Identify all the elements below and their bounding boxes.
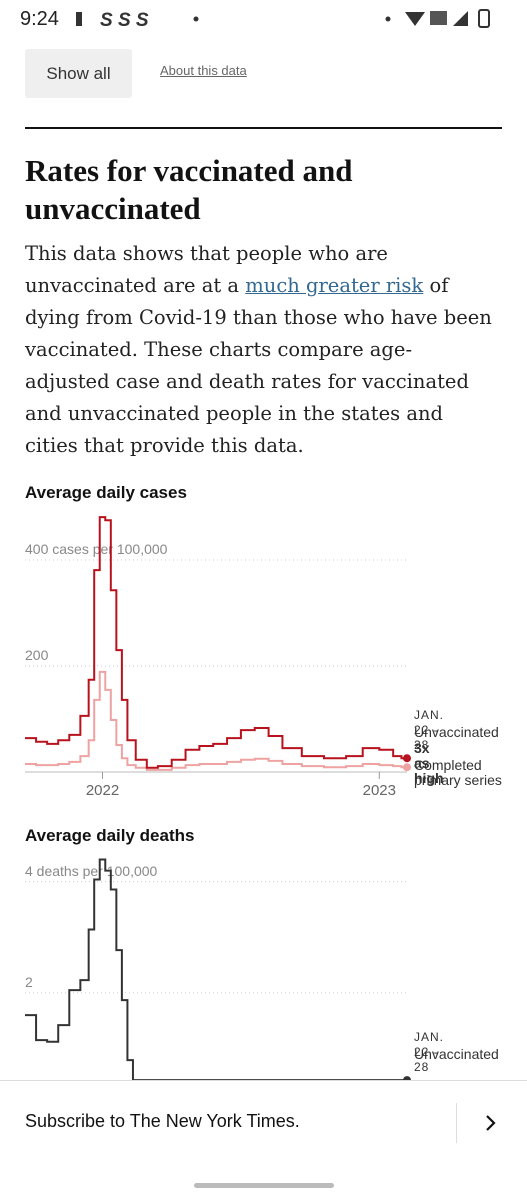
section-body: This data shows that people who are unva… xyxy=(25,238,495,462)
series-line xyxy=(25,670,407,771)
x-tick-label: 2022 xyxy=(86,782,119,799)
clock: 9:24 xyxy=(20,8,59,30)
separator xyxy=(456,1103,457,1143)
section-title: Rates for vaccinated and unvaccinated xyxy=(25,153,353,226)
y-tick-label: 400 cases per 100,000 xyxy=(25,541,168,557)
about-link[interactable]: About this data xyxy=(160,63,247,78)
x-tick-label: 2023 xyxy=(363,782,396,799)
series-label: Unvaccinated xyxy=(414,1046,499,1063)
series-label: Completed primary series xyxy=(414,757,502,789)
status-icons: S S S xyxy=(76,9,490,31)
chart-title: Average daily deaths xyxy=(25,826,195,845)
body-text: This data shows that people who are unva… xyxy=(25,242,388,297)
svg-text:S S S: S S S xyxy=(100,10,149,31)
series-label: Unvaccinated xyxy=(414,724,499,741)
home-indicator xyxy=(194,1183,334,1188)
y-tick-label: 4 deaths per 100,000 xyxy=(25,863,158,879)
chart-title: Average daily cases xyxy=(25,483,187,502)
ratio-label: 3x as high xyxy=(414,740,444,787)
series-line xyxy=(25,858,407,1082)
chevron[interactable] xyxy=(484,1113,498,1133)
end-dot xyxy=(403,763,411,772)
y-tick-label: 200 xyxy=(25,647,49,663)
subscribe-text: Subscribe to The New York Times. xyxy=(25,1111,300,1131)
status-bar: 9:24 S S S xyxy=(0,0,527,38)
week-label: JAN. 22 - 28 xyxy=(414,708,445,753)
divider xyxy=(25,127,502,129)
subscribe-bar[interactable]: Subscribe to The New York Times. xyxy=(0,1080,527,1201)
end-dot xyxy=(403,754,411,763)
show-all-button[interactable]: Show all xyxy=(25,49,132,98)
risk-link[interactable]: much greater risk xyxy=(245,274,424,297)
body-text: of dying from Covid-19 than those who ha… xyxy=(25,274,492,457)
series-line xyxy=(25,516,407,769)
y-tick-label: 2 xyxy=(25,974,33,990)
week-label: JAN. 22 - 28 xyxy=(414,1030,445,1075)
